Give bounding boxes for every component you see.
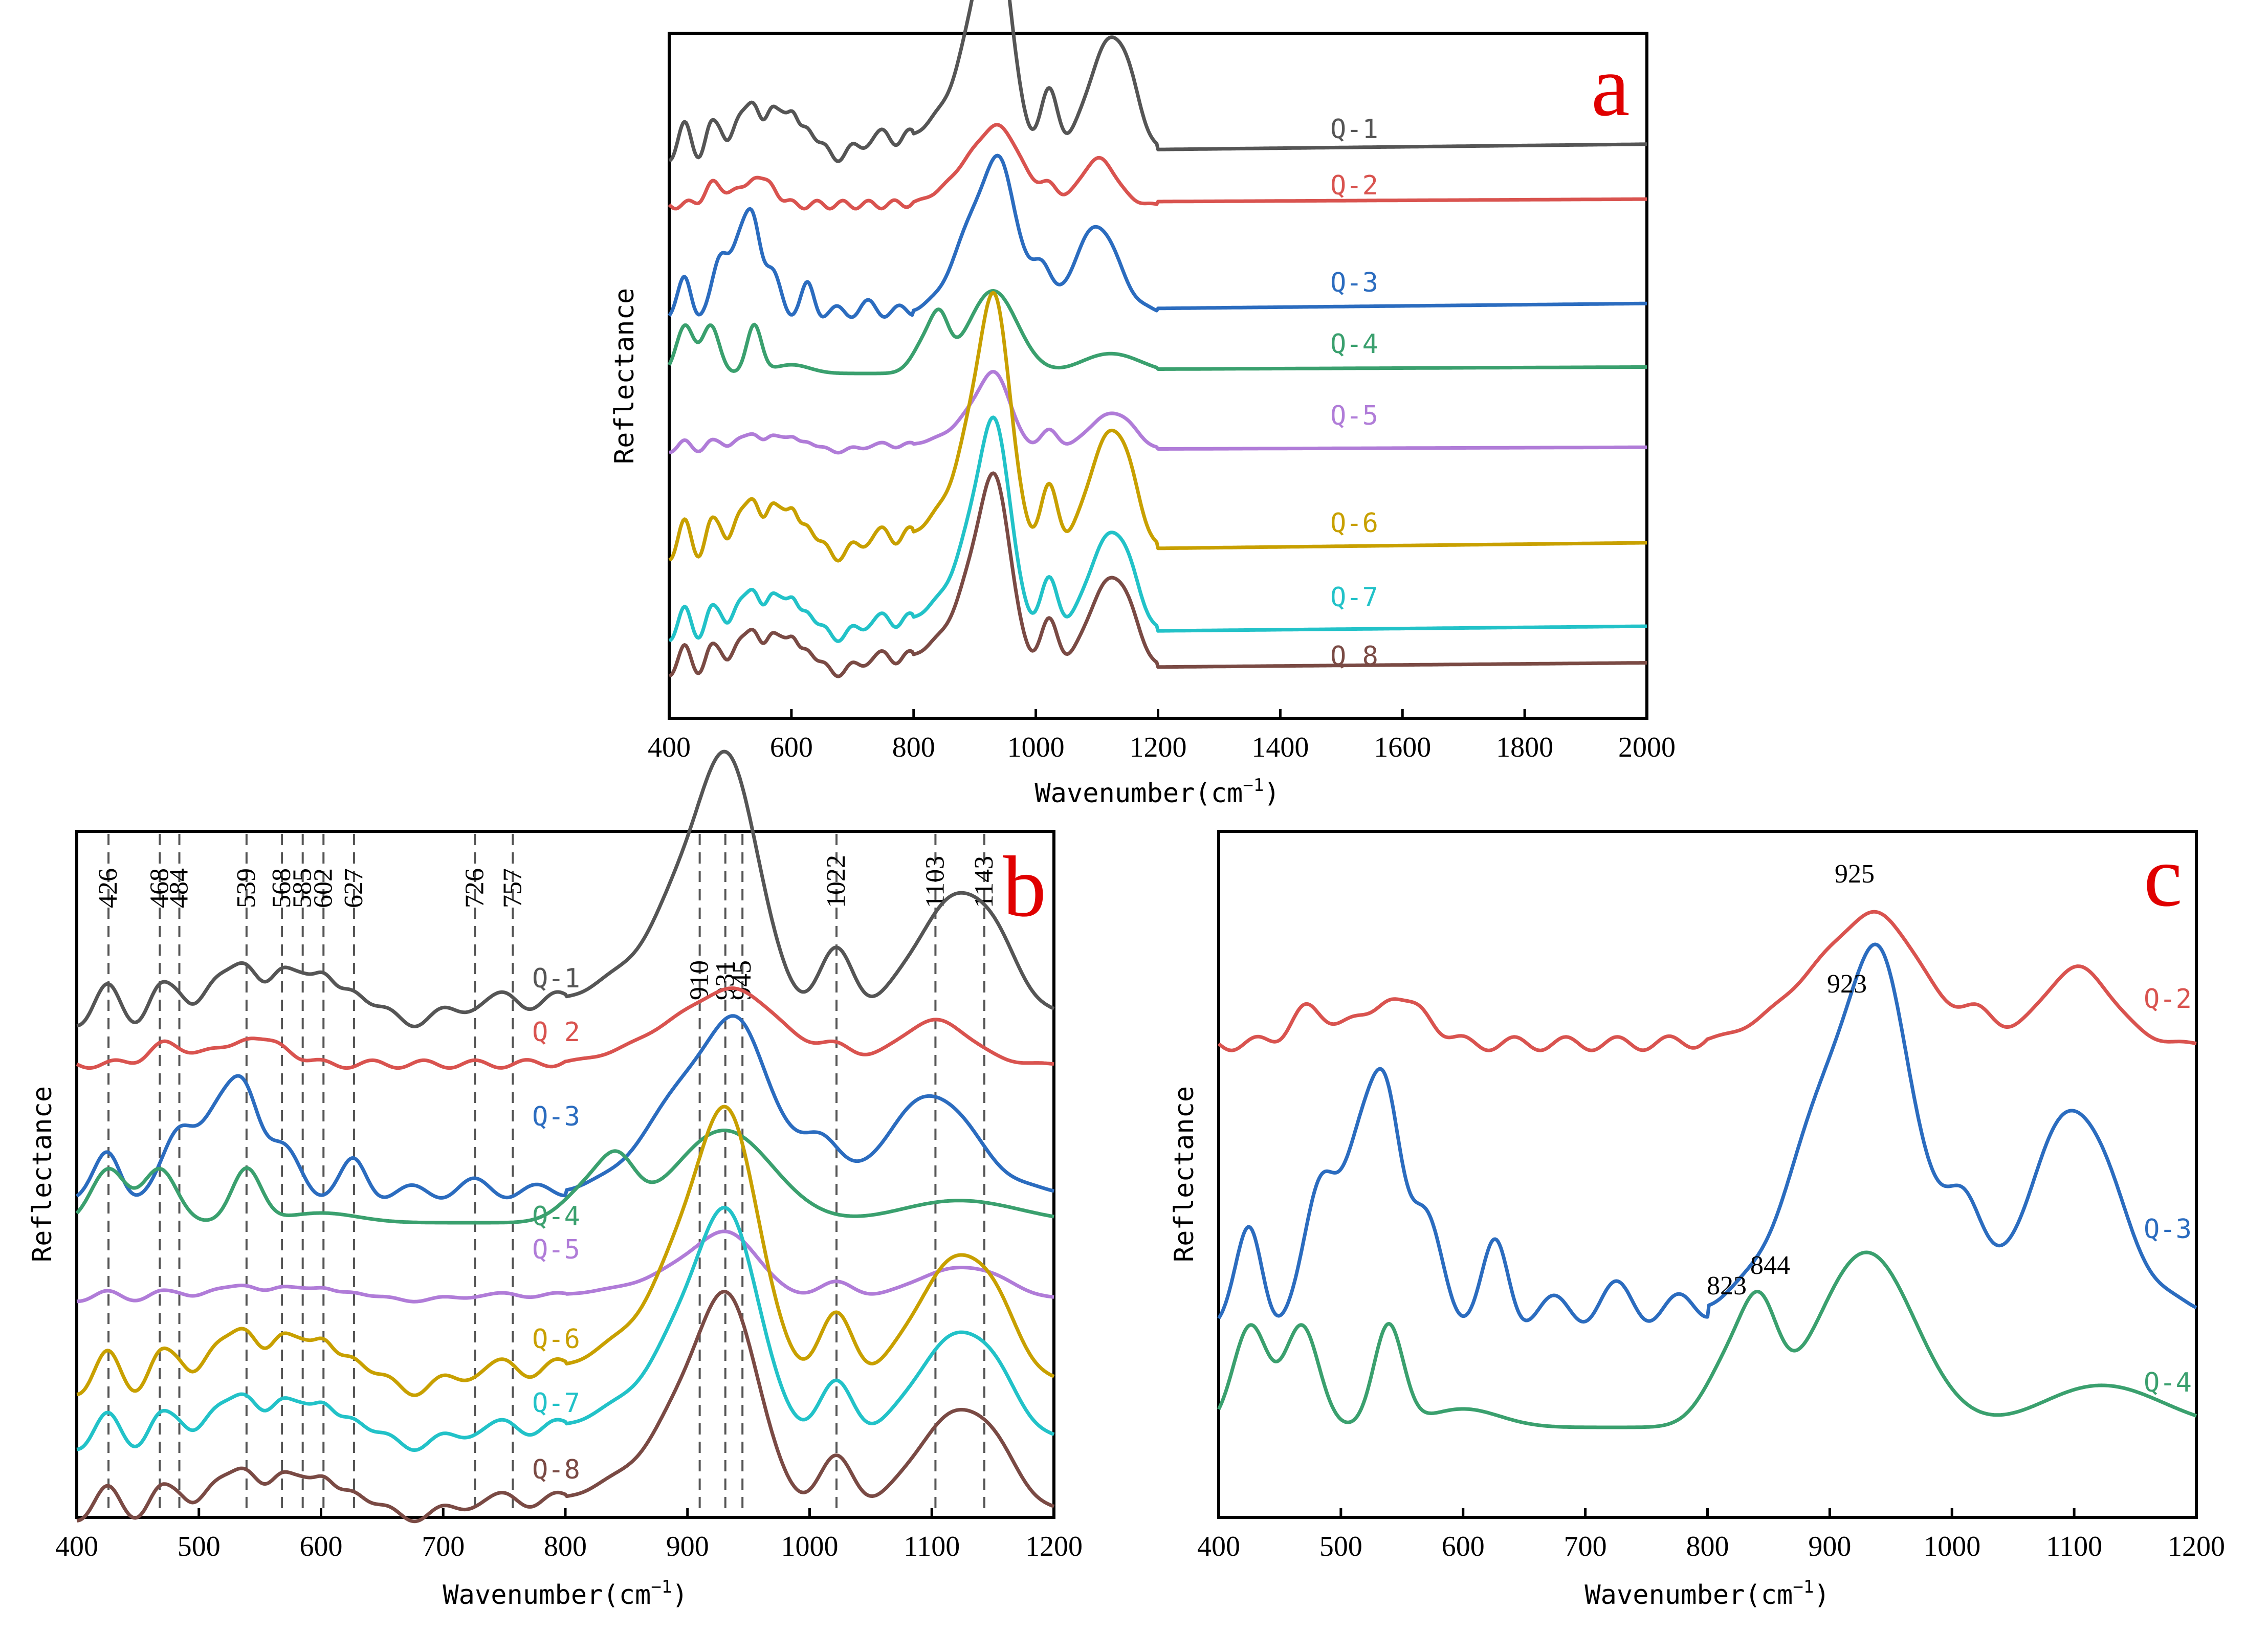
series-line-Q-3 bbox=[1217, 942, 2197, 1324]
panel-c-xlabel: Wavenumber(cm−1) bbox=[1584, 1577, 1830, 1611]
series-line-Q-7 bbox=[668, 415, 1647, 643]
peak-label: 726 bbox=[460, 868, 489, 908]
peak-label: 602 bbox=[309, 868, 338, 908]
x-tick-label: 1000 bbox=[1923, 1531, 1980, 1562]
peak-label: 585 bbox=[288, 868, 317, 908]
series-label: Q-4 bbox=[2144, 1368, 2192, 1398]
x-tick-label: 700 bbox=[1564, 1531, 1607, 1562]
series-line-Q-1 bbox=[668, 0, 1647, 163]
series-label: Q-8 bbox=[532, 1454, 580, 1485]
series-label: Q-5 bbox=[532, 1234, 580, 1265]
series-label: Q-3 bbox=[532, 1101, 580, 1132]
series-line-Q-2 bbox=[1217, 910, 2197, 1052]
series-line-Q-8 bbox=[76, 1290, 1055, 1524]
panel-c-ylabel: Reflectance bbox=[1169, 1086, 1200, 1262]
peak-label: 568 bbox=[267, 868, 296, 908]
peak-label: 627 bbox=[339, 868, 368, 908]
series-label: Q-3 bbox=[2144, 1214, 2192, 1245]
series-line-Q-4 bbox=[1217, 1250, 2197, 1429]
x-tick-label: 400 bbox=[1197, 1531, 1240, 1562]
x-tick-label: 600 bbox=[1442, 1531, 1485, 1562]
series-label: Q-6 bbox=[1330, 508, 1378, 539]
x-tick-label: 1000 bbox=[1007, 732, 1065, 763]
panel-c-letter: c bbox=[2144, 828, 2182, 924]
peak-label: 1143 bbox=[970, 856, 999, 908]
x-tick-label: 1200 bbox=[1130, 732, 1187, 763]
series-label: Q-3 bbox=[1330, 268, 1378, 298]
x-tick-label: 700 bbox=[422, 1531, 465, 1562]
panel-a-letter: a bbox=[1591, 38, 1630, 134]
series-label: Q-4 bbox=[1330, 329, 1378, 360]
series-label: Q 8 bbox=[1330, 641, 1378, 672]
x-tick-label: 1000 bbox=[781, 1531, 839, 1562]
x-tick-label: 600 bbox=[300, 1531, 343, 1562]
series-line-Q-4 bbox=[75, 1129, 1054, 1225]
x-tick-label: 1100 bbox=[904, 1531, 960, 1562]
series-line-Q-2 bbox=[76, 986, 1054, 1070]
x-tick-label: 1600 bbox=[1374, 732, 1431, 763]
x-tick-label: 1800 bbox=[1496, 732, 1553, 763]
x-tick-label: 800 bbox=[544, 1531, 587, 1562]
series-line-Q-1 bbox=[76, 749, 1055, 1028]
x-tick-label: 600 bbox=[770, 732, 813, 763]
x-tick-label: 2000 bbox=[1618, 732, 1676, 763]
x-tick-label: 900 bbox=[666, 1531, 709, 1562]
series-line-Q-3 bbox=[75, 1014, 1054, 1200]
peak-label: 539 bbox=[232, 868, 261, 908]
x-tick-label: 400 bbox=[55, 1531, 98, 1562]
series-label: Q-1 bbox=[532, 963, 580, 994]
series-label: Q-1 bbox=[1330, 114, 1378, 145]
peak-label: 757 bbox=[498, 868, 527, 908]
series-label: Q 2 bbox=[532, 1017, 580, 1048]
panel-a-plot: 400 600 800 1000 1200 1400 1600 1800 2000 Q-1 Q-2 Q… bbox=[648, 0, 1676, 763]
x-tick-label: 800 bbox=[1686, 1531, 1729, 1562]
x-tick-label: 1100 bbox=[2046, 1531, 2102, 1562]
peak-annotation: 823 bbox=[1707, 1271, 1747, 1300]
x-tick-label: 500 bbox=[1319, 1531, 1362, 1562]
x-tick-label: 1200 bbox=[2168, 1531, 2225, 1562]
series-line-Q-7 bbox=[76, 1206, 1055, 1452]
peak-label: 468 bbox=[145, 868, 174, 908]
panel-c-frame bbox=[1217, 830, 2198, 1519]
peak-annotation: 923 bbox=[1827, 969, 1867, 999]
series-label: Q-2 bbox=[1330, 170, 1378, 201]
series-label: Q-7 bbox=[532, 1388, 580, 1419]
series-label: Q-7 bbox=[1330, 582, 1378, 613]
x-tick-label: 1400 bbox=[1251, 732, 1309, 763]
series-label: Q-2 bbox=[2144, 984, 2192, 1015]
x-tick-label: 500 bbox=[178, 1531, 221, 1562]
panel-a-ylabel: Reflectance bbox=[609, 288, 640, 464]
panel-b-letter: b bbox=[1003, 839, 1046, 935]
peak-label: 1022 bbox=[822, 855, 851, 908]
panel-a-xlabel: Wavenumber(cm−1) bbox=[1034, 775, 1280, 809]
panel-c-plot: 400 500 600 700 800 900 1000 1100 1200 Q-2 Q-3 Q-4 9… bbox=[1197, 859, 2225, 1562]
peak-annotation: 925 bbox=[1835, 859, 1875, 889]
series-line-Q-2 bbox=[668, 123, 1647, 211]
series-label: Q-6 bbox=[532, 1324, 580, 1355]
series-line-Q-6 bbox=[76, 1105, 1055, 1397]
peak-label: 426 bbox=[94, 868, 123, 908]
panel-b-xlabel: Wavenumber(cm−1) bbox=[443, 1577, 688, 1611]
x-tick-label: 400 bbox=[648, 732, 691, 763]
panel-b-ylabel: Reflectance bbox=[27, 1086, 58, 1262]
series-line-Q-5 bbox=[669, 370, 1647, 455]
series-label: Q-4 bbox=[532, 1201, 580, 1232]
series-line-Q-4 bbox=[667, 289, 1647, 376]
series-line-Q-5 bbox=[76, 1229, 1054, 1304]
series-line-Q-8 bbox=[669, 471, 1647, 678]
series-line-Q-6 bbox=[668, 291, 1647, 563]
peak-label: 484 bbox=[165, 868, 194, 908]
peak-annotation: 844 bbox=[1750, 1251, 1790, 1280]
peak-label: 910 bbox=[685, 960, 714, 1000]
x-tick-label: 800 bbox=[892, 732, 935, 763]
x-tick-label: 900 bbox=[1808, 1531, 1851, 1562]
x-tick-label: 1200 bbox=[1025, 1531, 1083, 1562]
panel-a-frame bbox=[668, 32, 1648, 720]
series-line-Q-3 bbox=[668, 153, 1647, 319]
series-label: Q-5 bbox=[1330, 401, 1378, 431]
peak-label: 945 bbox=[728, 960, 757, 1000]
